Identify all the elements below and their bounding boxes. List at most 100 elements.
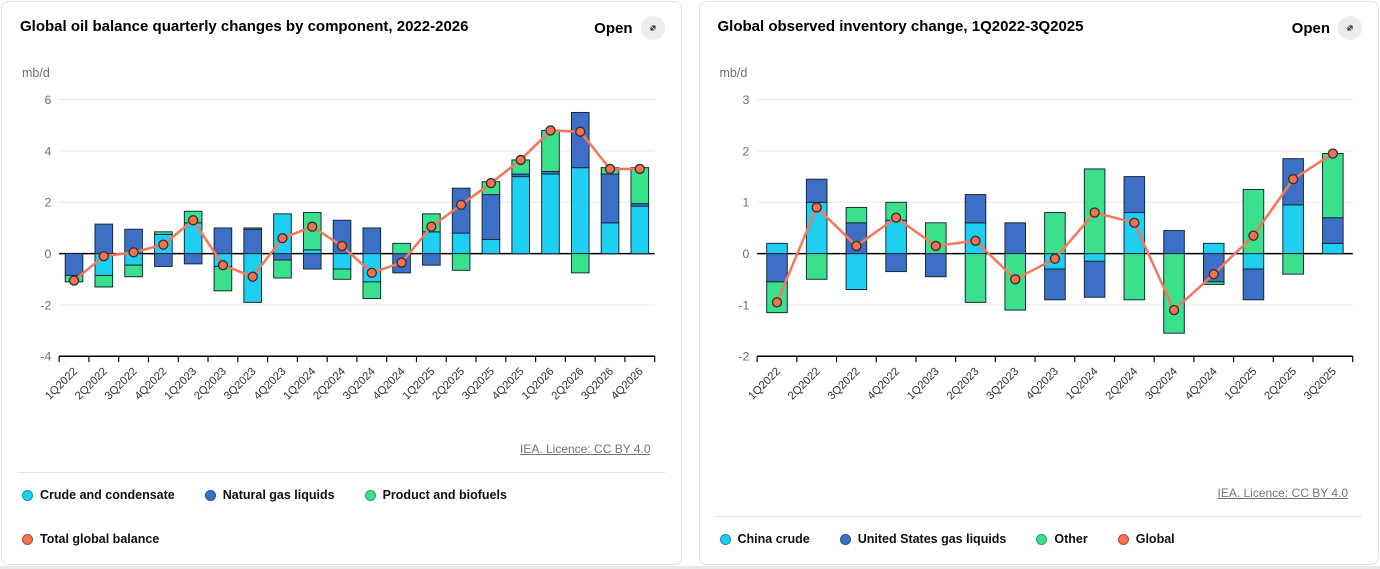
bar-segment[interactable] bbox=[154, 231, 173, 235]
line-marker[interactable] bbox=[455, 199, 467, 211]
bar-segment[interactable] bbox=[1242, 253, 1264, 270]
bar-segment[interactable] bbox=[1162, 230, 1185, 255]
line-marker[interactable] bbox=[277, 233, 288, 244]
bar-segment[interactable] bbox=[1083, 253, 1105, 262]
bar-segment[interactable] bbox=[845, 253, 867, 291]
bar-segment[interactable] bbox=[511, 176, 531, 255]
line-marker[interactable] bbox=[366, 267, 378, 279]
bar-segment[interactable] bbox=[481, 239, 501, 255]
bar-segment[interactable] bbox=[805, 253, 827, 280]
line-marker[interactable] bbox=[247, 271, 258, 282]
line-marker[interactable] bbox=[336, 240, 348, 252]
bar-segment[interactable] bbox=[1321, 217, 1344, 244]
bar-segment[interactable] bbox=[94, 274, 114, 288]
line-marker[interactable] bbox=[396, 257, 407, 268]
line-marker[interactable] bbox=[604, 163, 616, 175]
bar-segment[interactable] bbox=[183, 253, 203, 265]
bar-segment[interactable] bbox=[600, 222, 620, 255]
bar-segment[interactable] bbox=[243, 227, 263, 230]
legend-item-natural-gas-liquids[interactable]: Natural gas liquids bbox=[204, 488, 335, 502]
bar-segment[interactable] bbox=[1043, 212, 1066, 255]
line-marker[interactable] bbox=[98, 250, 110, 262]
bar-segment[interactable] bbox=[570, 111, 590, 169]
bar-segment[interactable] bbox=[570, 167, 590, 255]
bar-segment[interactable] bbox=[154, 253, 173, 267]
bar-segment[interactable] bbox=[422, 253, 441, 266]
bar-segment[interactable] bbox=[273, 259, 292, 279]
bar-segment[interactable] bbox=[1281, 253, 1304, 275]
line-marker[interactable] bbox=[1088, 207, 1100, 218]
bar-segment[interactable] bbox=[1123, 176, 1145, 214]
line-marker[interactable] bbox=[1128, 217, 1140, 229]
bar-segment[interactable] bbox=[1083, 260, 1105, 298]
line-marker[interactable] bbox=[575, 126, 586, 137]
line-marker[interactable] bbox=[1247, 230, 1259, 241]
bar-segment[interactable] bbox=[600, 173, 620, 224]
stacked-bar-line-chart[interactable]: 6420-2-41Q20222Q20223Q20224Q20221Q20232Q… bbox=[18, 82, 665, 427]
bar-segment[interactable] bbox=[94, 223, 114, 255]
legend-item-china-crude[interactable]: China crude bbox=[719, 532, 810, 546]
bar-segment[interactable] bbox=[964, 194, 986, 224]
bar-segment[interactable] bbox=[1321, 242, 1344, 255]
legend-item-global[interactable]: Global bbox=[1117, 532, 1175, 546]
bar-segment[interactable] bbox=[1202, 242, 1225, 255]
bar-segment[interactable] bbox=[1162, 253, 1185, 334]
bar-segment[interactable] bbox=[630, 205, 650, 255]
legend-item-crude-and-condensate[interactable]: Crude and condensate bbox=[22, 488, 175, 502]
bar-segment[interactable] bbox=[884, 219, 907, 255]
bar-segment[interactable] bbox=[332, 253, 352, 270]
line-marker[interactable] bbox=[307, 221, 318, 232]
source-licence-link[interactable]: IEA. Licence: CC BY 4.0 bbox=[519, 442, 651, 456]
bar-segment[interactable] bbox=[924, 253, 947, 278]
line-marker[interactable] bbox=[128, 247, 139, 258]
bar-segment[interactable] bbox=[273, 253, 292, 261]
line-marker[interactable] bbox=[890, 212, 901, 223]
line-marker[interactable] bbox=[930, 240, 941, 252]
bar-segment[interactable] bbox=[1123, 253, 1145, 301]
legend-item-product-and-biofuels[interactable]: Product and biofuels bbox=[364, 488, 507, 502]
line-marker[interactable] bbox=[545, 125, 556, 136]
bar-segment[interactable] bbox=[541, 173, 560, 255]
line-marker[interactable] bbox=[1208, 268, 1219, 280]
bar-segment[interactable] bbox=[64, 253, 84, 276]
bar-segment[interactable] bbox=[213, 227, 233, 255]
bar-segment[interactable] bbox=[845, 206, 867, 224]
line-marker[interactable] bbox=[187, 215, 199, 226]
line-marker[interactable] bbox=[771, 297, 782, 308]
source-licence-link[interactable]: IEA. Licence: CC BY 4.0 bbox=[1217, 486, 1348, 500]
bar-segment[interactable] bbox=[302, 249, 322, 255]
bar-segment[interactable] bbox=[1003, 222, 1026, 255]
bar-segment[interactable] bbox=[362, 227, 382, 255]
bar-segment[interactable] bbox=[332, 268, 352, 280]
line-marker[interactable] bbox=[1327, 148, 1338, 159]
bar-segment[interactable] bbox=[1043, 268, 1066, 301]
line-marker[interactable] bbox=[485, 177, 497, 189]
bar-segment[interactable] bbox=[570, 253, 590, 274]
bar-segment[interactable] bbox=[362, 281, 382, 300]
bar-segment[interactable] bbox=[1281, 204, 1304, 255]
bar-segment[interactable] bbox=[964, 253, 986, 303]
bar-segment[interactable] bbox=[805, 178, 827, 203]
bar-segment[interactable] bbox=[884, 253, 907, 273]
line-marker[interactable] bbox=[969, 235, 981, 246]
bar-segment[interactable] bbox=[302, 253, 322, 270]
line-marker[interactable] bbox=[1287, 173, 1298, 185]
bar-segment[interactable] bbox=[124, 264, 143, 278]
line-marker[interactable] bbox=[850, 240, 862, 252]
legend-item-total-global-balance[interactable]: Total global balance bbox=[22, 532, 159, 546]
bar-segment[interactable] bbox=[451, 253, 471, 271]
line-marker[interactable] bbox=[158, 239, 169, 250]
bar-segment[interactable] bbox=[1242, 268, 1264, 301]
bar-segment[interactable] bbox=[451, 232, 471, 255]
line-marker[interactable] bbox=[426, 221, 437, 232]
bar-segment[interactable] bbox=[243, 228, 263, 255]
legend-item-united-states-gas-liquids[interactable]: United States gas liquids bbox=[839, 532, 1006, 546]
line-marker[interactable] bbox=[515, 154, 526, 166]
legend-item-other[interactable]: Other bbox=[1036, 532, 1088, 546]
bar-segment[interactable] bbox=[481, 194, 501, 240]
line-marker[interactable] bbox=[811, 202, 822, 213]
bar-segment[interactable] bbox=[392, 242, 411, 255]
open-button[interactable]: Open bbox=[1292, 16, 1362, 40]
bar-segment[interactable] bbox=[1321, 153, 1344, 219]
